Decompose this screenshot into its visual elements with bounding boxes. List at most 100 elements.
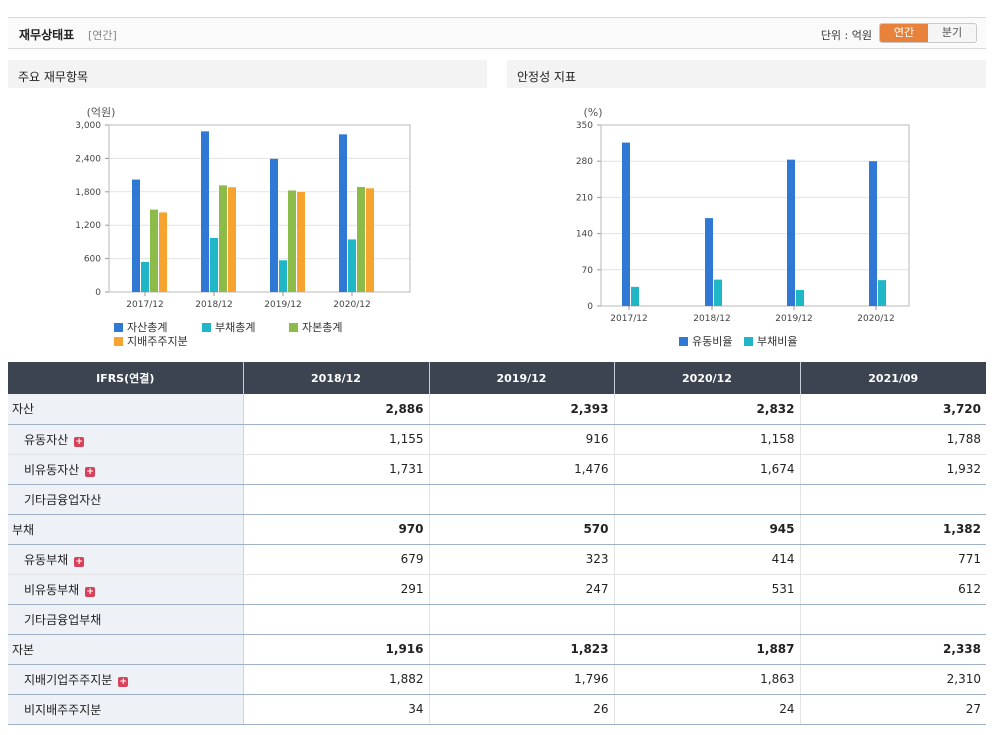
x-tick-label: 2019/12	[775, 314, 812, 324]
bar	[297, 192, 305, 292]
plot-frame	[108, 124, 411, 293]
value-cell: 34	[243, 694, 430, 725]
legend-label: 유동비율	[692, 335, 733, 348]
x-tick-label: 2018/12	[693, 314, 730, 324]
value-cell: 1,863	[614, 664, 801, 695]
row-label-cell: 비유동부채 +	[8, 574, 244, 605]
table-row: 자산 2,886 2,393 2,832 3,720	[8, 394, 986, 425]
legend-swatch	[679, 337, 688, 346]
legend-swatch	[114, 323, 123, 332]
bar	[132, 179, 140, 292]
value-cell: 1,788	[800, 424, 986, 455]
table-row: 자본 1,916 1,823 1,887 2,338	[8, 634, 986, 665]
value-cell	[614, 604, 801, 635]
value-cell: 945	[614, 514, 801, 545]
row-label-cell: 지배기업주주지분 +	[8, 664, 244, 695]
annual-toggle-button[interactable]: 연간	[880, 24, 928, 42]
expand-plus-icon[interactable]: +	[85, 586, 96, 597]
row-label: 유동부채	[24, 552, 69, 567]
stability-title: 안정성 지표	[517, 70, 577, 84]
value-cell: 570	[429, 514, 615, 545]
expand-plus-icon[interactable]: +	[74, 556, 85, 567]
value-cell	[429, 484, 615, 515]
legend-label: 부채총계	[215, 321, 256, 334]
expand-plus-icon[interactable]: +	[74, 436, 85, 447]
legend-swatch	[202, 323, 211, 332]
table-row: 비지배주주지분 34 26 24 27	[8, 694, 986, 725]
y-axis-unit-label: (%)	[583, 106, 602, 119]
value-cell: 916	[429, 424, 615, 455]
major-items-chart: (억원) 0 600 1,200 1,800 2,400 3,000 2017/12 2018/…	[75, 106, 411, 310]
bar	[279, 260, 287, 292]
bar	[228, 187, 236, 292]
row-label-cell: 자본	[8, 634, 244, 665]
y-tick-label: 70	[582, 266, 594, 276]
y-tick-label: 350	[576, 121, 593, 131]
value-cell	[243, 604, 430, 635]
row-label: 부채	[12, 522, 35, 537]
expand-plus-icon[interactable]: +	[118, 676, 129, 687]
bar	[150, 209, 158, 292]
row-label: 비유동자산	[24, 462, 80, 477]
value-cell: 679	[243, 544, 430, 575]
value-cell: 323	[429, 544, 615, 575]
bar	[288, 190, 296, 292]
value-cell: 1,887	[614, 634, 801, 665]
x-tick-label: 2017/12	[126, 300, 163, 310]
value-cell: 1,158	[614, 424, 801, 455]
bar	[714, 279, 722, 306]
x-tick-label: 2020/12	[333, 300, 370, 310]
x-tick-label: 2019/12	[264, 300, 301, 310]
y-tick-label: 280	[576, 157, 593, 167]
value-cell	[429, 604, 615, 635]
value-cell: 531	[614, 574, 801, 605]
y-tick-label: 0	[587, 302, 593, 312]
row-label: 기타금융업자산	[24, 492, 102, 507]
value-cell: 3,720	[800, 394, 986, 425]
value-cell: 247	[429, 574, 615, 605]
legend-item: 유동비율	[679, 333, 732, 349]
value-cell: 1,882	[243, 664, 430, 695]
bar	[787, 159, 795, 306]
table-row: 지배기업주주지분 +1,882 1,796 1,863 2,310	[8, 664, 986, 695]
plot-frame	[600, 124, 910, 307]
table-row: 기타금융업자산	[8, 484, 986, 515]
bar	[141, 261, 149, 292]
value-cell: 1,382	[800, 514, 986, 545]
table-header-row: IFRS(연결) 2018/12 2019/12 2020/12 2021/09	[8, 362, 986, 394]
expand-plus-icon[interactable]: +	[85, 466, 96, 477]
legend-item: 자산총계	[114, 319, 167, 335]
row-label-cell: 기타금융업자산	[8, 484, 244, 515]
column-header: 2020/12	[614, 362, 801, 394]
table-row: 기타금융업부채	[8, 604, 986, 635]
bar	[705, 218, 713, 306]
legend-label: 자본총계	[302, 321, 343, 334]
legend-swatch	[114, 337, 123, 346]
bar	[878, 280, 886, 306]
legend-label: 부채비율	[757, 335, 798, 348]
value-cell: 970	[243, 514, 430, 545]
value-cell: 291	[243, 574, 430, 605]
value-cell: 2,338	[800, 634, 986, 665]
value-cell: 27	[800, 694, 986, 725]
table-row: 부채 970 570 945 1,382	[8, 514, 986, 545]
y-tick-label: 2,400	[75, 154, 101, 164]
major-items-panel-header: 주요 재무항목	[8, 60, 487, 88]
column-header: 2019/12	[429, 362, 615, 394]
bar	[631, 286, 639, 306]
y-tick-label: 1,800	[75, 188, 101, 198]
bar	[159, 212, 167, 292]
legend-item: 부채총계	[202, 319, 255, 335]
legend-item: 자본총계	[289, 319, 342, 335]
table-corner-header: IFRS(연결)	[8, 362, 244, 394]
row-label-cell: 비유동자산 +	[8, 454, 244, 485]
value-cell: 2,886	[243, 394, 430, 425]
legend-item: 부채비율	[744, 333, 797, 349]
stability-legend: 유동비율 부채비율	[679, 333, 879, 349]
table-row: 유동부채 +679 323 414 771	[8, 544, 986, 575]
table-row: 비유동자산 +1,731 1,476 1,674 1,932	[8, 454, 986, 485]
quarter-toggle-button[interactable]: 분기	[928, 24, 976, 42]
row-label-cell: 유동부채 +	[8, 544, 244, 575]
unit-label: 단위 : 억원	[820, 29, 872, 42]
legend-item: 지배주주지분	[114, 333, 188, 349]
